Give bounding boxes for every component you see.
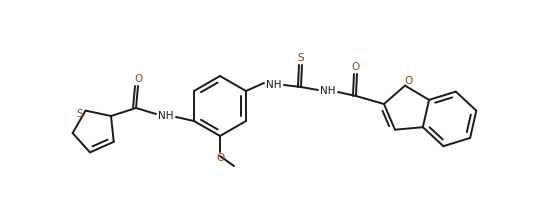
Text: S: S (76, 109, 83, 119)
Text: O: O (134, 74, 142, 84)
Text: NH: NH (158, 111, 174, 121)
Text: NH: NH (266, 80, 282, 90)
Text: NH: NH (320, 86, 336, 96)
Text: O: O (352, 62, 360, 72)
Text: O: O (216, 153, 224, 163)
Text: S: S (298, 53, 305, 63)
Text: O: O (404, 76, 412, 86)
